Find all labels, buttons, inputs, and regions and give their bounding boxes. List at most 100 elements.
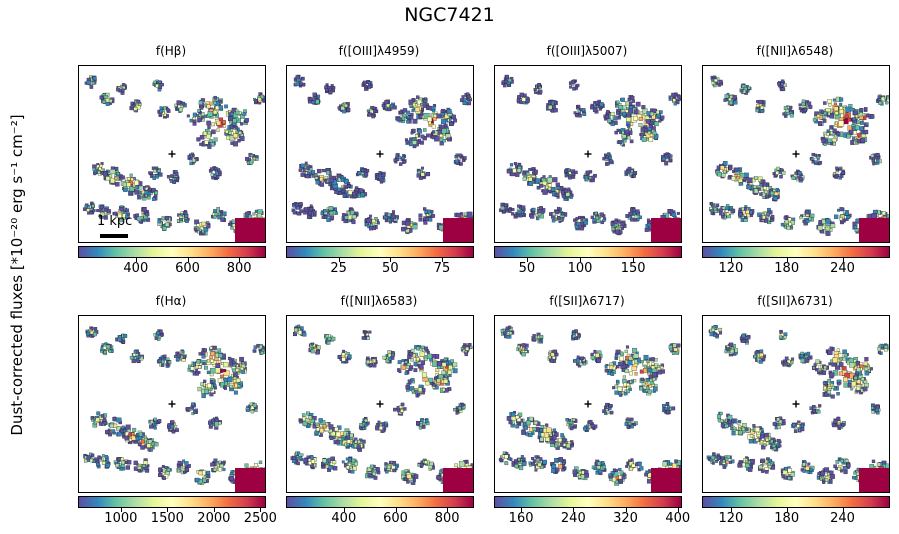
emission-pixel bbox=[512, 168, 517, 173]
emission-pixel bbox=[626, 389, 630, 394]
emission-pixel bbox=[859, 120, 864, 125]
emission-pixel bbox=[550, 187, 556, 192]
emission-pixel bbox=[502, 209, 506, 213]
colorbar-tick bbox=[239, 258, 241, 262]
emission-pixel bbox=[645, 378, 650, 382]
emission-pixel bbox=[747, 177, 753, 183]
emission-pixel bbox=[391, 351, 395, 355]
emission-pixel bbox=[113, 211, 117, 216]
emission-pixel bbox=[617, 386, 623, 392]
emission-pixel bbox=[369, 464, 374, 469]
emission-pixel bbox=[654, 383, 658, 388]
emission-pixel bbox=[629, 371, 633, 376]
emission-pixel bbox=[189, 161, 193, 166]
emission-pixel bbox=[213, 95, 217, 100]
emission-pixel bbox=[755, 108, 759, 113]
emission-pixel bbox=[212, 215, 217, 219]
emission-pixel bbox=[187, 154, 191, 159]
emission-pixel bbox=[885, 100, 889, 105]
emission-pixel bbox=[405, 228, 410, 233]
emission-pixel bbox=[405, 140, 409, 144]
emission-pixel bbox=[206, 104, 211, 109]
emission-pixel bbox=[839, 102, 843, 106]
emission-pixel bbox=[311, 342, 314, 346]
emission-pixel bbox=[352, 466, 357, 471]
emission-pixel bbox=[193, 227, 197, 231]
emission-pixel bbox=[621, 475, 626, 480]
emission-pixel bbox=[574, 224, 579, 229]
emission-pixel bbox=[165, 107, 170, 112]
emission-pixel bbox=[372, 109, 377, 113]
emission-pixel bbox=[531, 207, 536, 212]
emission-pixel bbox=[142, 464, 146, 468]
emission-pixel bbox=[632, 174, 636, 178]
emission-pixel bbox=[430, 382, 433, 385]
emission-pixel bbox=[449, 121, 454, 126]
emission-pixel bbox=[218, 353, 223, 358]
emission-pixel bbox=[321, 215, 325, 219]
emission-pixel bbox=[206, 224, 211, 229]
emission-pixel bbox=[639, 369, 644, 374]
emission-pixel bbox=[615, 480, 619, 484]
emission-pixel bbox=[627, 166, 632, 171]
emission-pixel bbox=[177, 460, 182, 465]
emission-pixel bbox=[522, 171, 526, 176]
emission-pixel bbox=[125, 465, 131, 470]
emission-pixel bbox=[228, 116, 233, 122]
emission-pixel bbox=[832, 142, 836, 146]
emission-pixel bbox=[411, 475, 415, 479]
emission-pixel bbox=[103, 208, 108, 212]
emission-pixel bbox=[144, 190, 149, 195]
emission-pixel bbox=[630, 95, 635, 100]
colorbar-tick-label: 400 bbox=[331, 511, 357, 526]
emission-pixel bbox=[145, 212, 150, 217]
emission-pixel bbox=[306, 171, 310, 175]
emission-pixel bbox=[217, 378, 223, 383]
emission-pixel bbox=[382, 355, 387, 360]
emission-pixel bbox=[405, 221, 411, 226]
emission-pixel bbox=[391, 214, 396, 220]
emission-pixel bbox=[595, 216, 599, 220]
emission-pixel bbox=[619, 230, 623, 234]
emission-pixel bbox=[170, 420, 175, 424]
emission-pixel bbox=[176, 353, 182, 358]
emission-pixel bbox=[305, 174, 310, 179]
emission-pixel bbox=[619, 356, 624, 362]
emission-pixel bbox=[375, 467, 380, 472]
emission-pixel bbox=[837, 208, 840, 212]
emission-pixel bbox=[729, 95, 733, 99]
emission-pixel bbox=[387, 464, 391, 469]
emission-pixel bbox=[300, 163, 305, 168]
emission-pixel bbox=[93, 332, 97, 337]
emission-pixel bbox=[509, 163, 514, 167]
emission-pixel bbox=[216, 128, 220, 132]
emission-pixel bbox=[557, 186, 561, 190]
emission-pixel bbox=[331, 175, 336, 180]
emission-pixel bbox=[810, 213, 815, 218]
colorbar-tick-label: 1000 bbox=[104, 511, 138, 526]
emission-pixel bbox=[617, 116, 621, 120]
emission-pixel bbox=[732, 95, 737, 100]
emission-pixel bbox=[105, 344, 111, 349]
emission-pixel bbox=[316, 168, 322, 174]
emission-pixel bbox=[202, 478, 207, 483]
emission-pixel bbox=[388, 356, 392, 361]
emission-pixel bbox=[162, 357, 167, 361]
emission-pixel bbox=[119, 207, 124, 212]
emission-pixel bbox=[557, 216, 561, 220]
emission-pixel bbox=[116, 87, 120, 92]
emission-pixel bbox=[328, 465, 334, 470]
emission-pixel bbox=[386, 103, 390, 108]
emission-pixel bbox=[206, 120, 211, 126]
emission-pixel bbox=[176, 100, 181, 105]
emission-pixel bbox=[184, 461, 189, 466]
emission-pixel bbox=[381, 104, 385, 108]
emission-pixel bbox=[115, 181, 120, 187]
emission-pixel bbox=[582, 112, 587, 116]
emission-pixel bbox=[441, 128, 447, 134]
emission-pixel bbox=[539, 206, 543, 210]
emission-pixel bbox=[141, 190, 145, 194]
emission-pixel bbox=[441, 362, 447, 367]
emission-pixel bbox=[160, 83, 164, 87]
emission-pixel bbox=[121, 463, 125, 468]
